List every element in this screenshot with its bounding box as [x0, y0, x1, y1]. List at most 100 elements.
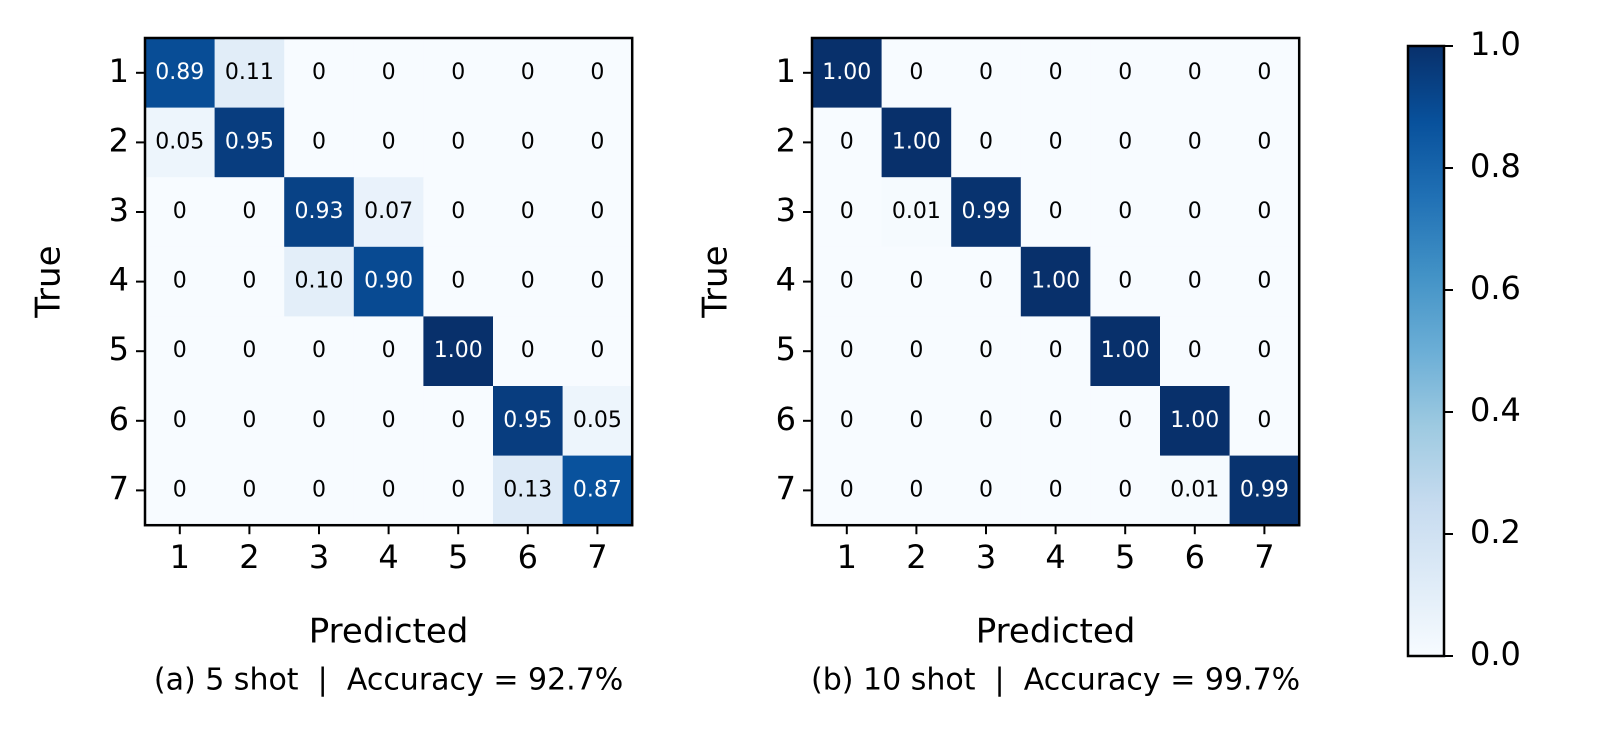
heatmap-cell — [353, 316, 424, 387]
heatmap-cell — [951, 246, 1022, 317]
heatmap-cell — [1090, 107, 1161, 178]
heatmap-cell — [214, 246, 285, 317]
y-tick-label: 6 — [776, 400, 796, 438]
heatmap-cell — [1020, 246, 1091, 317]
heatmap-cell — [562, 107, 633, 178]
y-tick-label: 5 — [109, 330, 129, 368]
heatmap-cell — [214, 177, 285, 248]
cell-label: 0 — [1188, 60, 1202, 85]
cell-label: 0 — [1049, 60, 1063, 85]
heatmap-cell — [951, 386, 1022, 457]
cell-label: 0 — [1257, 129, 1271, 154]
heatmap-cell — [881, 246, 952, 317]
heatmap-cell — [881, 177, 952, 248]
heatmap-cell — [423, 38, 494, 109]
cell-label: 1.00 — [1101, 338, 1150, 363]
heatmap-cell — [423, 107, 494, 178]
heatmap-cell — [353, 107, 424, 178]
cell-label: 0.05 — [573, 408, 622, 433]
heatmap-cell — [1090, 386, 1161, 457]
cell-label: 0 — [312, 338, 326, 363]
y-tick-label: 3 — [109, 191, 129, 229]
cell-label: 0 — [590, 129, 604, 154]
cell-label: 0 — [840, 199, 854, 224]
heatmap-cell — [1020, 316, 1091, 387]
y-tick-label: 4 — [776, 261, 796, 299]
y-tick-label: 6 — [109, 400, 129, 438]
cell-label: 0 — [1118, 408, 1132, 433]
heatmap-cell — [812, 107, 883, 178]
heatmap-cell — [284, 316, 355, 387]
colorbar-tick-label: 0.6 — [1470, 269, 1521, 307]
y-tick-label: 1 — [776, 52, 796, 90]
heatmap-cell — [1160, 38, 1231, 109]
heatmap-cell — [562, 246, 633, 317]
heatmap-cell — [423, 177, 494, 248]
heatmap-cell — [284, 386, 355, 457]
cell-label: 0 — [242, 408, 256, 433]
cell-label: 0 — [1118, 199, 1132, 224]
cell-label: 0.01 — [892, 199, 941, 224]
y-axis-label: True — [29, 245, 69, 318]
cell-label: 0 — [1049, 199, 1063, 224]
heatmap-cell — [951, 316, 1022, 387]
cell-label: 0 — [451, 60, 465, 85]
heatmap-cell — [423, 386, 494, 457]
x-axis-label: Predicted — [309, 612, 469, 652]
cell-label: 0 — [1118, 269, 1132, 294]
heatmap-cell — [1020, 177, 1091, 248]
x-tick-label: 4 — [1045, 538, 1065, 576]
cell-label: 0 — [979, 269, 993, 294]
cell-label: 0 — [173, 477, 187, 502]
cell-label: 0 — [1049, 129, 1063, 154]
cell-label: 0 — [840, 338, 854, 363]
heatmap-cell — [493, 386, 564, 457]
heatmap-cell — [881, 38, 952, 109]
heatmap-cell — [284, 177, 355, 248]
cell-label: 0 — [521, 60, 535, 85]
x-tick-label: 4 — [378, 538, 398, 576]
cell-label: 0 — [451, 408, 465, 433]
heatmap-cell — [562, 316, 633, 387]
y-tick-label: 7 — [109, 469, 129, 507]
heatmap-cell — [951, 455, 1022, 526]
heatmap-cell — [284, 455, 355, 526]
cell-label: 0.95 — [225, 129, 274, 154]
cell-label: 0 — [979, 129, 993, 154]
heatmap-cell — [493, 455, 564, 526]
cell-label: 0.11 — [225, 60, 274, 85]
cell-label: 0 — [909, 338, 923, 363]
cell-label: 0 — [909, 60, 923, 85]
cell-label: 0 — [312, 477, 326, 502]
y-tick-label: 7 — [776, 469, 796, 507]
cell-label: 0 — [451, 129, 465, 154]
cell-label: 0 — [382, 60, 396, 85]
cell-label: 0 — [1188, 338, 1202, 363]
heatmap-cell — [493, 107, 564, 178]
heatmap-cell — [562, 177, 633, 248]
cell-label: 0 — [979, 408, 993, 433]
cell-label: 0 — [1257, 199, 1271, 224]
heatmap-cell — [1020, 38, 1091, 109]
heatmap-cell — [423, 316, 494, 387]
cell-label: 0 — [590, 269, 604, 294]
cell-label: 0 — [909, 477, 923, 502]
heatmap-cell — [881, 107, 952, 178]
caption: (b) 10 shot | Accuracy = 99.7% — [811, 663, 1300, 698]
colorbar-tick-label: 0.8 — [1470, 147, 1521, 185]
cell-label: 0 — [1049, 338, 1063, 363]
cell-label: 0 — [979, 338, 993, 363]
heatmap-cell — [951, 107, 1022, 178]
colorbar-tick-label: 0.4 — [1470, 391, 1521, 429]
cell-label: 0 — [521, 199, 535, 224]
cell-label: 0 — [242, 199, 256, 224]
cell-label: 0.99 — [1240, 477, 1289, 502]
cell-label: 0.99 — [962, 199, 1011, 224]
cell-label: 1.00 — [1170, 408, 1219, 433]
heatmap-cell — [951, 177, 1022, 248]
heatmap-cell — [353, 38, 424, 109]
cell-label: 0 — [1257, 60, 1271, 85]
y-tick-label: 1 — [109, 52, 129, 90]
cell-label: 0 — [173, 269, 187, 294]
